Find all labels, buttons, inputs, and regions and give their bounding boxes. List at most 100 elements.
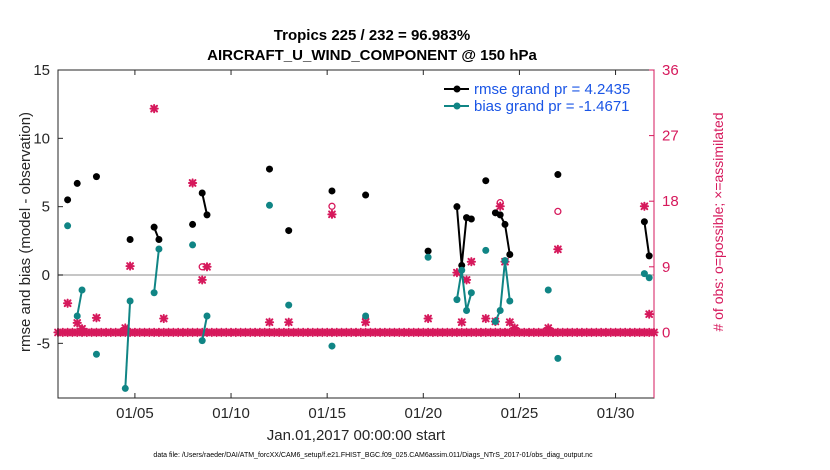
obs-assimilated-stroke	[510, 324, 519, 332]
rmse-series-line	[494, 211, 511, 255]
bias-point	[640, 270, 648, 278]
bias-point	[328, 342, 336, 350]
rmse-point	[424, 247, 432, 255]
obs-assimilated-stroke	[549, 328, 557, 337]
rmse-point	[73, 179, 81, 187]
obs-assimilated-stroke	[462, 276, 471, 284]
y-tick-label: 15	[33, 62, 50, 79]
obs-assimilated-mark	[72, 318, 82, 328]
bias-point	[203, 312, 211, 320]
obs-assimilated-stroke	[467, 257, 476, 266]
obs-assimilated-stroke	[544, 324, 553, 332]
y-right-tick-label: 0	[662, 324, 670, 341]
obs-assimilated-stroke	[645, 310, 654, 319]
obs-assimilated-stroke	[481, 314, 490, 323]
plot-area	[53, 104, 659, 392]
rmse-point	[362, 191, 370, 199]
bias-series-line	[455, 270, 473, 311]
obs-assimilated-stroke	[328, 210, 336, 219]
rmse-point	[198, 189, 206, 197]
obs-assimilated-stroke	[505, 318, 514, 327]
x-axis-label: Jan.01,2017 00:00:00 start	[267, 427, 446, 444]
rmse-point	[458, 261, 466, 269]
obs-assimilated-mark	[77, 324, 87, 334]
rmse-point	[155, 235, 163, 243]
rmse-point	[265, 165, 273, 173]
bias-point	[265, 201, 273, 209]
obs-assimilated-mark	[423, 313, 433, 324]
obs-assimilated-stroke	[188, 179, 197, 187]
footnote: data file: /Users/raeder/DAI/ATM_forcXX/…	[153, 452, 593, 459]
rmse-point	[126, 235, 134, 243]
bias-point	[126, 297, 134, 305]
obs-assimilated-mark	[461, 275, 472, 285]
obs-assimilated-mark	[284, 317, 294, 327]
obs-assimilated-mark	[159, 313, 169, 324]
bias-point	[92, 350, 100, 358]
bias-point	[362, 312, 370, 320]
bias-series-line	[494, 260, 511, 322]
rmse-point	[92, 173, 100, 181]
y-tick-label: 5	[42, 199, 50, 216]
obs-assimilated-stroke	[457, 318, 466, 327]
rmse-point	[467, 215, 475, 223]
legend: rmse grand pr = 4.2435 bias grand pr = -…	[444, 81, 630, 115]
x-tick-label: 01/30	[597, 405, 635, 422]
x-tick-label: 01/10	[212, 405, 250, 422]
rmse-series-line	[201, 192, 208, 216]
rmse-series-line	[643, 221, 651, 257]
y-tick-label: 0	[42, 267, 50, 284]
rmse-point	[506, 251, 514, 258]
bias-point	[458, 266, 466, 274]
obs-assimilated-mark	[327, 209, 337, 219]
rmse-point	[453, 203, 461, 211]
obs-assimilated-stroke	[121, 324, 130, 332]
bias-point	[544, 286, 552, 294]
obs-assimilated-mark	[264, 317, 275, 327]
bias-point	[155, 245, 163, 253]
bias-point	[285, 301, 293, 309]
bias-point	[482, 246, 490, 254]
bias-point	[501, 257, 509, 265]
obs-assimilated-stroke	[284, 318, 293, 327]
bias-series-line	[76, 289, 83, 317]
bias-point	[189, 241, 197, 249]
rmse-point	[645, 252, 653, 260]
obs-assimilated-mark	[125, 261, 135, 271]
obs-assimilated-mark	[548, 327, 558, 337]
obs-assimilated-mark	[457, 317, 467, 327]
obs-assimilated-stroke	[553, 245, 562, 254]
y-right-tick-label: 9	[662, 259, 670, 276]
bias-point	[467, 289, 475, 297]
bias-point	[453, 296, 461, 304]
obs-assimilated-stroke	[198, 276, 207, 284]
bias-point	[645, 274, 653, 282]
obs-assimilated-mark	[187, 178, 198, 188]
axes: 01/05 01/10 01/15 01/20 01/25 01/30 -5 0 5 10 15 0 9…	[33, 62, 678, 422]
bias-point	[496, 307, 504, 315]
x-tick-label: 01/15	[308, 405, 346, 422]
obs-assimilated-stroke	[126, 262, 134, 270]
plot-frame	[57, 69, 655, 399]
obs-assimilated-mark	[481, 313, 491, 324]
bias-point	[78, 286, 86, 294]
rmse-point	[496, 211, 504, 219]
y-tick-label: -5	[37, 335, 50, 352]
y-axis-right-label: # of obs: o=possible; ×=assimilated	[710, 112, 726, 331]
obs-possible-mark	[554, 207, 562, 216]
obs-assimilated-mark	[553, 244, 563, 254]
y-axis-label: rmse and bias (model - observation)	[17, 112, 34, 352]
bias-series-line	[124, 300, 132, 389]
legend-bias-label: bias grand pr = -1.4671	[474, 98, 630, 115]
bias-point	[198, 337, 206, 345]
obs-assimilated-mark	[639, 201, 649, 211]
obs-possible-mark	[328, 202, 336, 210]
obs-assimilated-stroke	[159, 314, 168, 323]
obs-assimilated-stroke	[78, 324, 86, 333]
y-right-tick-label: 18	[662, 193, 679, 210]
legend-rmse-marker	[453, 85, 461, 93]
y-tick-label: 10	[33, 130, 50, 147]
y-right-tick-label: 36	[662, 62, 679, 79]
x-tick-label: 01/25	[501, 405, 539, 422]
